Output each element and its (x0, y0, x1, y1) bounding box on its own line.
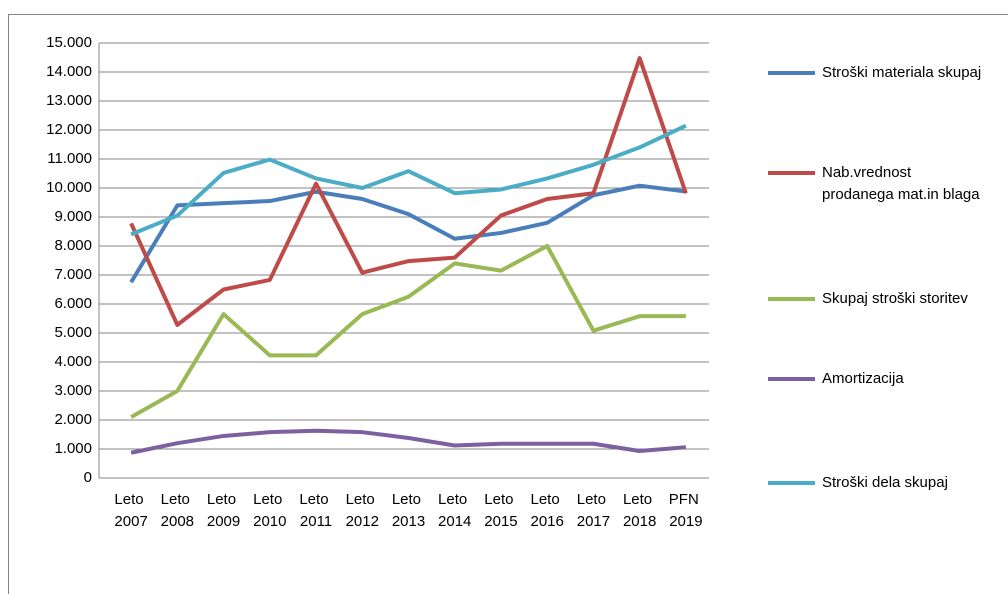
x-tick-label: Leto 2012 (346, 491, 379, 530)
y-tick-label: 0 (84, 469, 92, 486)
legend-label: Amortizacija (822, 370, 904, 387)
y-tick-label: 9.000 (54, 208, 92, 225)
series-line (129, 183, 687, 284)
y-tick-label: 15.000 (46, 34, 92, 51)
series-line (130, 428, 687, 455)
y-tick-label: 11.000 (47, 150, 92, 167)
y-tick-label: 3.000 (54, 382, 92, 399)
x-tick-label: Leto 2008 (161, 491, 194, 530)
y-tick-label: 13.000 (46, 92, 92, 109)
x-tick-label: Leto 2018 (623, 491, 656, 530)
series-line (129, 56, 688, 327)
series-line (130, 123, 687, 237)
x-tick-label: Leto 2015 (484, 491, 517, 530)
series-line (130, 244, 686, 419)
x-tick-label: Leto 2011 (299, 491, 332, 530)
legend-label: Stroški materiala skupaj (822, 64, 982, 81)
x-tick-label: Leto 2007 (114, 491, 147, 530)
x-tick-label: Leto 2009 (207, 491, 240, 530)
x-tick-label: Leto 2017 (577, 491, 610, 530)
x-tick-label: Leto 2014 (438, 491, 471, 530)
x-tick-label: Leto 2013 (392, 491, 425, 530)
y-tick-label: 4.000 (54, 353, 92, 370)
legend-label: Stroški dela skupaj (822, 474, 948, 491)
legend-label: Skupaj stroški storitev (822, 290, 968, 307)
y-tick-label: 10.000 (46, 179, 92, 196)
y-tick-label: 6.000 (54, 295, 92, 312)
x-tick-label: PFN 2019 (669, 491, 703, 530)
x-tick-label: Leto 2010 (253, 491, 286, 530)
y-tick-label: 14.000 (46, 63, 92, 80)
y-tick-label: 2.000 (54, 411, 92, 428)
y-tick-label: 5.000 (54, 324, 92, 341)
y-tick-label: 12.000 (46, 121, 92, 138)
legend-label: Nab.vrednost prodanega mat.in blaga (822, 164, 980, 203)
y-tick-label: 1.000 (54, 440, 92, 457)
y-tick-label: 7.000 (54, 266, 92, 283)
chart-border (8, 14, 1008, 594)
y-tick-label: 8.000 (54, 237, 92, 254)
x-tick-label: Leto 2016 (531, 491, 564, 530)
